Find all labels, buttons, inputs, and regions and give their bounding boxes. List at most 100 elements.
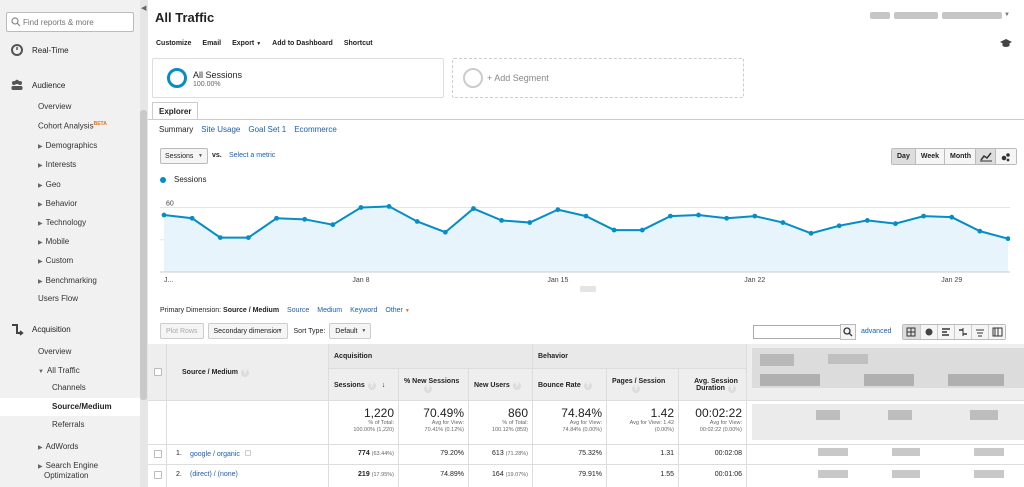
graduation-cap-icon[interactable]: [1000, 38, 1012, 48]
subtab-summary[interactable]: Summary: [159, 125, 194, 134]
view-term-cloud-button[interactable]: [971, 325, 988, 339]
col-header-new-sessions[interactable]: % New Sessions?: [404, 378, 459, 393]
nav-benchmarking[interactable]: ▶ Benchmarking: [38, 276, 97, 285]
nav-acquisition[interactable]: Acquisition: [10, 322, 71, 336]
advanced-filter-link[interactable]: advanced: [861, 328, 892, 335]
period-month-button[interactable]: Month: [944, 149, 977, 164]
row-checkbox[interactable]: [154, 471, 162, 479]
dimension-source-link[interactable]: Source: [287, 307, 310, 314]
data-point[interactable]: [386, 204, 392, 209]
data-point[interactable]: [864, 218, 870, 223]
metric-dropdown[interactable]: Sessions ▼: [160, 148, 208, 164]
nav-source-medium[interactable]: Source/Medium: [52, 402, 112, 411]
data-point[interactable]: [1005, 236, 1010, 242]
help-icon[interactable]: ?: [583, 382, 592, 390]
view-performance-button[interactable]: [937, 325, 954, 339]
table-filter-input[interactable]: [753, 325, 841, 339]
data-point[interactable]: [808, 230, 814, 236]
shortcut-button[interactable]: Shortcut: [343, 39, 373, 47]
col-header-pages-session[interactable]: Pages / Session?: [612, 378, 665, 393]
line-chart-button[interactable]: [976, 149, 996, 164]
nav-realtime[interactable]: Real-Time: [10, 43, 69, 57]
nav-audience[interactable]: Audience: [10, 78, 65, 92]
data-point[interactable]: [752, 213, 758, 219]
row-source-medium-link[interactable]: (direct) / (none): [190, 471, 238, 478]
data-point[interactable]: [921, 213, 926, 219]
data-point[interactable]: [836, 223, 842, 229]
tab-explorer[interactable]: Explorer: [152, 102, 198, 120]
select-metric-link[interactable]: Select a metric: [229, 152, 276, 159]
data-point[interactable]: [358, 205, 364, 210]
nav-geo[interactable]: ▶ Geo: [38, 180, 61, 189]
plot-rows-button[interactable]: Plot Rows: [160, 323, 204, 339]
export-button[interactable]: Export ▼: [232, 40, 261, 47]
report-search-input[interactable]: [23, 16, 131, 28]
data-point[interactable]: [724, 215, 730, 221]
help-icon[interactable]: ?: [367, 382, 376, 390]
data-point[interactable]: [414, 219, 420, 224]
select-all-checkbox[interactable]: [154, 368, 162, 376]
period-week-button[interactable]: Week: [914, 149, 945, 164]
data-point[interactable]: [330, 222, 336, 228]
nav-audience-overview[interactable]: Overview: [38, 102, 71, 111]
view-percentage-button[interactable]: [920, 325, 937, 339]
segment-all-sessions[interactable]: All Sessions 100.00%: [152, 58, 444, 98]
dimension-medium-link[interactable]: Medium: [317, 307, 343, 314]
help-icon[interactable]: ?: [727, 385, 736, 393]
nav-referrals[interactable]: Referrals: [52, 420, 84, 429]
customize-button[interactable]: Customize: [156, 39, 192, 47]
col-header-new-users[interactable]: New Users?: [474, 382, 521, 390]
table-search-button[interactable]: [840, 324, 856, 340]
data-point[interactable]: [442, 229, 448, 235]
nav-mobile[interactable]: ▶ Mobile: [38, 237, 69, 246]
sidebar-scrollbar[interactable]: [140, 110, 147, 400]
data-point[interactable]: [217, 235, 223, 240]
dimension-other-link[interactable]: Other ▼: [385, 307, 409, 314]
nav-behavior[interactable]: ▶ Behavior: [38, 199, 77, 208]
nav-acquisition-overview[interactable]: Overview: [38, 347, 71, 356]
data-point[interactable]: [527, 220, 533, 225]
help-icon[interactable]: ?: [632, 385, 640, 393]
data-point[interactable]: [696, 212, 701, 218]
dimension-keyword-link[interactable]: Keyword: [350, 307, 378, 314]
email-button[interactable]: Email: [202, 39, 222, 47]
data-point[interactable]: [161, 212, 167, 218]
help-icon[interactable]: ?: [241, 369, 250, 377]
add-segment-button[interactable]: + Add Segment: [452, 58, 744, 98]
col-header-sessions[interactable]: Sessions? ↓: [334, 382, 385, 390]
data-point[interactable]: [583, 213, 589, 219]
nav-users-flow[interactable]: Users Flow: [38, 294, 78, 303]
data-point[interactable]: [949, 214, 955, 220]
data-point[interactable]: [893, 221, 898, 227]
period-day-button[interactable]: Day: [892, 149, 915, 164]
subtab-ecommerce[interactable]: Ecommerce: [294, 125, 337, 134]
data-point[interactable]: [668, 213, 673, 219]
nav-custom[interactable]: ▶ Custom: [38, 256, 73, 265]
col-header-bounce-rate[interactable]: Bounce Rate?: [538, 382, 592, 390]
data-point[interactable]: [302, 216, 308, 222]
add-to-dashboard-button[interactable]: Add to Dashboard: [272, 39, 333, 47]
data-point[interactable]: [977, 228, 983, 234]
row-checkbox[interactable]: [154, 450, 162, 458]
date-range-picker[interactable]: ▼: [870, 8, 1010, 24]
motion-chart-button[interactable]: [996, 149, 1016, 164]
data-point[interactable]: [780, 220, 786, 225]
subtab-goal-set-1[interactable]: Goal Set 1: [248, 125, 287, 134]
open-in-new-icon[interactable]: [244, 450, 251, 456]
help-icon[interactable]: ?: [512, 382, 521, 390]
view-data-button[interactable]: [903, 325, 920, 339]
nav-demographics[interactable]: ▶ Demographics: [38, 141, 97, 150]
chart-resize-handle[interactable]: [580, 286, 596, 292]
nav-interests[interactable]: ▶ Interests: [38, 160, 76, 169]
row-source-medium-link[interactable]: google / organic: [190, 450, 251, 458]
nav-cohort-analysis[interactable]: Cohort AnalysisBETA: [38, 121, 107, 131]
nav-all-traffic[interactable]: ▼ All Traffic: [38, 366, 80, 375]
col-header-avg-duration[interactable]: Avg. Session Duration?: [688, 378, 744, 393]
nav-channels[interactable]: Channels: [52, 383, 86, 392]
nav-technology[interactable]: ▶ Technology: [38, 218, 86, 227]
data-point[interactable]: [471, 206, 476, 211]
secondary-dimension-dropdown[interactable]: Secondary dimension ▼: [207, 323, 288, 339]
data-point[interactable]: [611, 227, 617, 233]
col-header-source-medium[interactable]: Source / Medium?: [182, 369, 250, 377]
data-point[interactable]: [189, 215, 195, 221]
